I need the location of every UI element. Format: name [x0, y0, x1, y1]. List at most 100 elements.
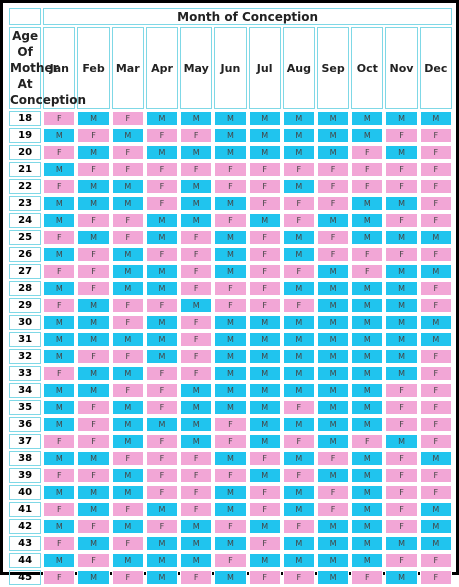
- gender-cell: M: [180, 536, 213, 551]
- gender-cell: F: [77, 281, 110, 296]
- age-row: 33 F M M F F M M M M M M F: [9, 366, 452, 381]
- age-label: 41: [9, 502, 42, 517]
- age-label: 43: [9, 536, 42, 551]
- gender-cell: F: [214, 298, 247, 313]
- gender-cell: F: [214, 162, 247, 177]
- gender-cell: M: [43, 332, 76, 347]
- gender-cell: F: [351, 145, 384, 160]
- gender-cell: F: [214, 553, 247, 568]
- gender-cell: M: [351, 536, 384, 551]
- gender-cell: F: [43, 502, 76, 517]
- gender-cell: F: [282, 213, 315, 228]
- gender-cell: M: [282, 417, 315, 432]
- gender-cell: F: [180, 281, 213, 296]
- gender-cell: F: [77, 468, 110, 483]
- gender-cell: M: [111, 519, 144, 534]
- gender-cell: F: [111, 315, 144, 330]
- gender-cell: M: [214, 247, 247, 262]
- age-row: 41 F M F M F M F M F M F M: [9, 502, 452, 517]
- gender-cell: F: [282, 570, 315, 585]
- gender-cell: F: [180, 315, 213, 330]
- title-row: Month of Conception: [9, 8, 452, 25]
- gender-cell: M: [316, 366, 350, 381]
- gender-cell: M: [180, 519, 213, 534]
- gender-cell: F: [385, 451, 418, 466]
- gender-cell: F: [385, 247, 418, 262]
- gender-cell: M: [111, 128, 144, 143]
- gender-cell: M: [180, 417, 213, 432]
- gender-cell: M: [43, 162, 76, 177]
- age-row: 21 M F F F F F F F F F F F: [9, 162, 452, 177]
- month-label: Aug: [282, 27, 315, 109]
- gender-cell: F: [248, 179, 281, 194]
- gender-cell: M: [214, 485, 247, 500]
- gender-cell: F: [145, 366, 179, 381]
- gender-cell: F: [385, 179, 418, 194]
- age-row: 22 F M M F M F F M F F F F: [9, 179, 452, 194]
- gender-cell: M: [419, 111, 452, 126]
- gender-cell: M: [316, 145, 350, 160]
- gender-cell: M: [77, 111, 110, 126]
- gender-cell: M: [385, 536, 418, 551]
- gender-cell: F: [316, 162, 350, 177]
- gender-cell: M: [316, 213, 350, 228]
- gender-cell: F: [111, 213, 144, 228]
- gender-cell: F: [351, 247, 384, 262]
- gender-cell: M: [282, 451, 315, 466]
- gender-cell: M: [282, 383, 315, 398]
- age-row: 30 M M F M F M M M M M M M: [9, 315, 452, 330]
- gender-cell: F: [385, 468, 418, 483]
- gender-cell: M: [248, 519, 281, 534]
- age-label: 42: [9, 519, 42, 534]
- gender-cell: M: [214, 366, 247, 381]
- gender-cell: F: [77, 400, 110, 415]
- gender-cell: M: [282, 281, 315, 296]
- gender-cell: M: [351, 196, 384, 211]
- gender-cell: F: [43, 468, 76, 483]
- gender-cell: F: [419, 553, 452, 568]
- gender-cell: M: [282, 128, 315, 143]
- age-label: 24: [9, 213, 42, 228]
- gender-cell: M: [180, 553, 213, 568]
- gender-cell: F: [419, 366, 452, 381]
- gender-cell: M: [385, 111, 418, 126]
- gender-cell: M: [419, 451, 452, 466]
- gender-cell: F: [316, 179, 350, 194]
- gender-cell: M: [145, 145, 179, 160]
- gender-cell: M: [282, 553, 315, 568]
- age-row: 44 M F M M M F M M M M F F: [9, 553, 452, 568]
- gender-cell: F: [419, 247, 452, 262]
- gender-cell: F: [282, 468, 315, 483]
- age-label: 35: [9, 400, 42, 415]
- gender-cell: F: [214, 434, 247, 449]
- gender-cell: F: [43, 536, 76, 551]
- gender-cell: F: [180, 332, 213, 347]
- gender-cell: M: [385, 315, 418, 330]
- gender-cell: M: [145, 502, 179, 517]
- gender-cell: M: [180, 400, 213, 415]
- gender-cell: M: [248, 383, 281, 398]
- gender-cell: F: [77, 349, 110, 364]
- gender-cell: M: [145, 264, 179, 279]
- gender-cell: F: [419, 196, 452, 211]
- gender-cell: F: [419, 128, 452, 143]
- gender-cell: M: [248, 315, 281, 330]
- gender-cell: F: [180, 349, 213, 364]
- gender-cell: M: [43, 417, 76, 432]
- gender-cell: M: [316, 315, 350, 330]
- gender-cell: M: [385, 570, 418, 585]
- gender-cell: M: [214, 145, 247, 160]
- gender-cell: M: [385, 349, 418, 364]
- gender-cell: M: [214, 383, 247, 398]
- gender-cell: M: [419, 502, 452, 517]
- gender-cell: F: [282, 434, 315, 449]
- gender-cell: F: [77, 417, 110, 432]
- gender-cell: M: [385, 281, 418, 296]
- gender-cell: F: [419, 281, 452, 296]
- gender-cell: M: [214, 315, 247, 330]
- gender-cell: M: [385, 298, 418, 313]
- gender-cell: M: [351, 553, 384, 568]
- age-row: 39 F F M F F F M F M M F F: [9, 468, 452, 483]
- gender-cell: F: [180, 162, 213, 177]
- gender-cell: F: [180, 366, 213, 381]
